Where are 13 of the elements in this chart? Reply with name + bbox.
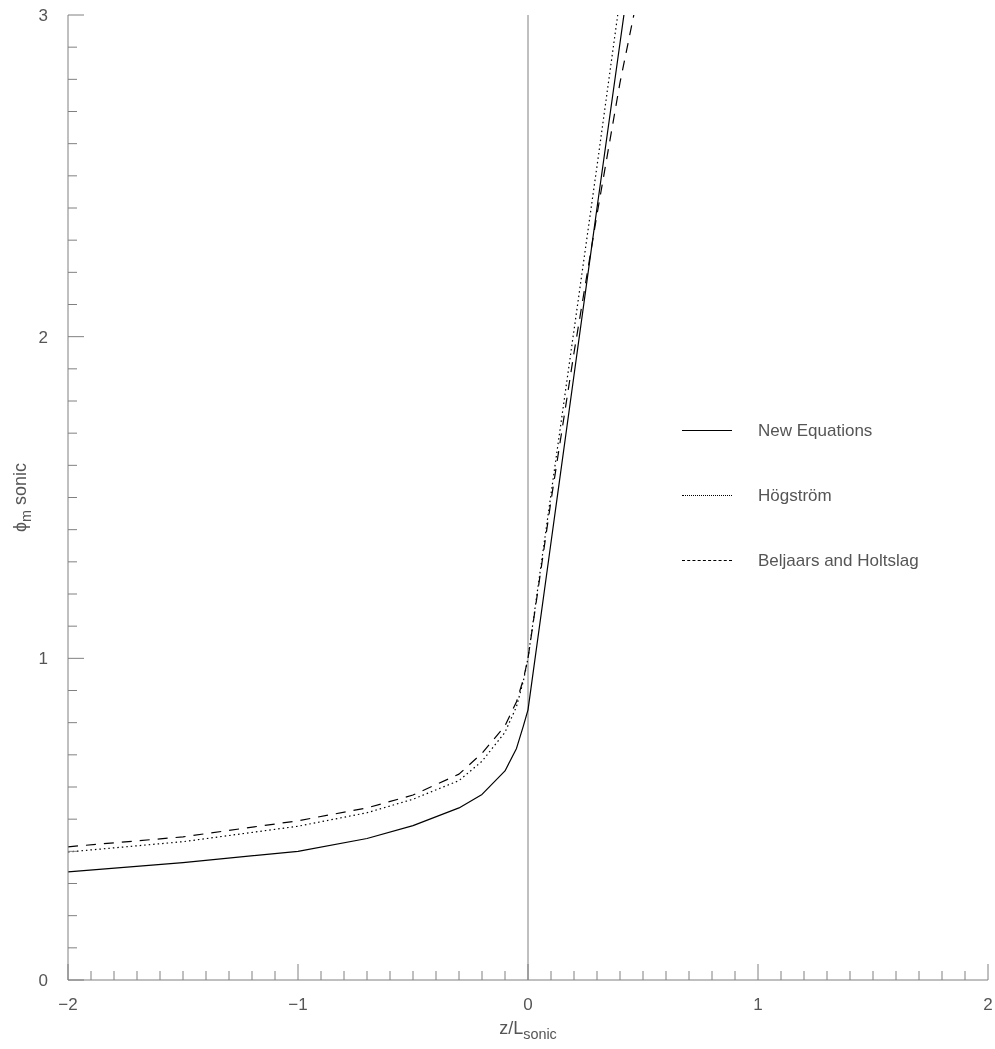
legend-label: New Equations: [758, 420, 873, 441]
x-tick-label: −2: [58, 995, 78, 1014]
x-axis-title: z/L$_{sonic}$: [499, 1018, 557, 1042]
y-tick-label: 3: [38, 6, 48, 25]
x-tick-label: −1: [288, 995, 308, 1014]
x-tick-label: 1: [753, 995, 763, 1014]
legend-label: Högström: [758, 485, 832, 506]
y-tick-label: 2: [38, 327, 48, 347]
y-tick-label: 1: [38, 649, 48, 669]
x-tick-label: 2: [983, 995, 993, 1014]
legend-label: Beljaars and Holtslag: [758, 550, 919, 571]
y-tick-label: 0: [38, 971, 48, 990]
x-tick-label: 0: [523, 995, 533, 1014]
